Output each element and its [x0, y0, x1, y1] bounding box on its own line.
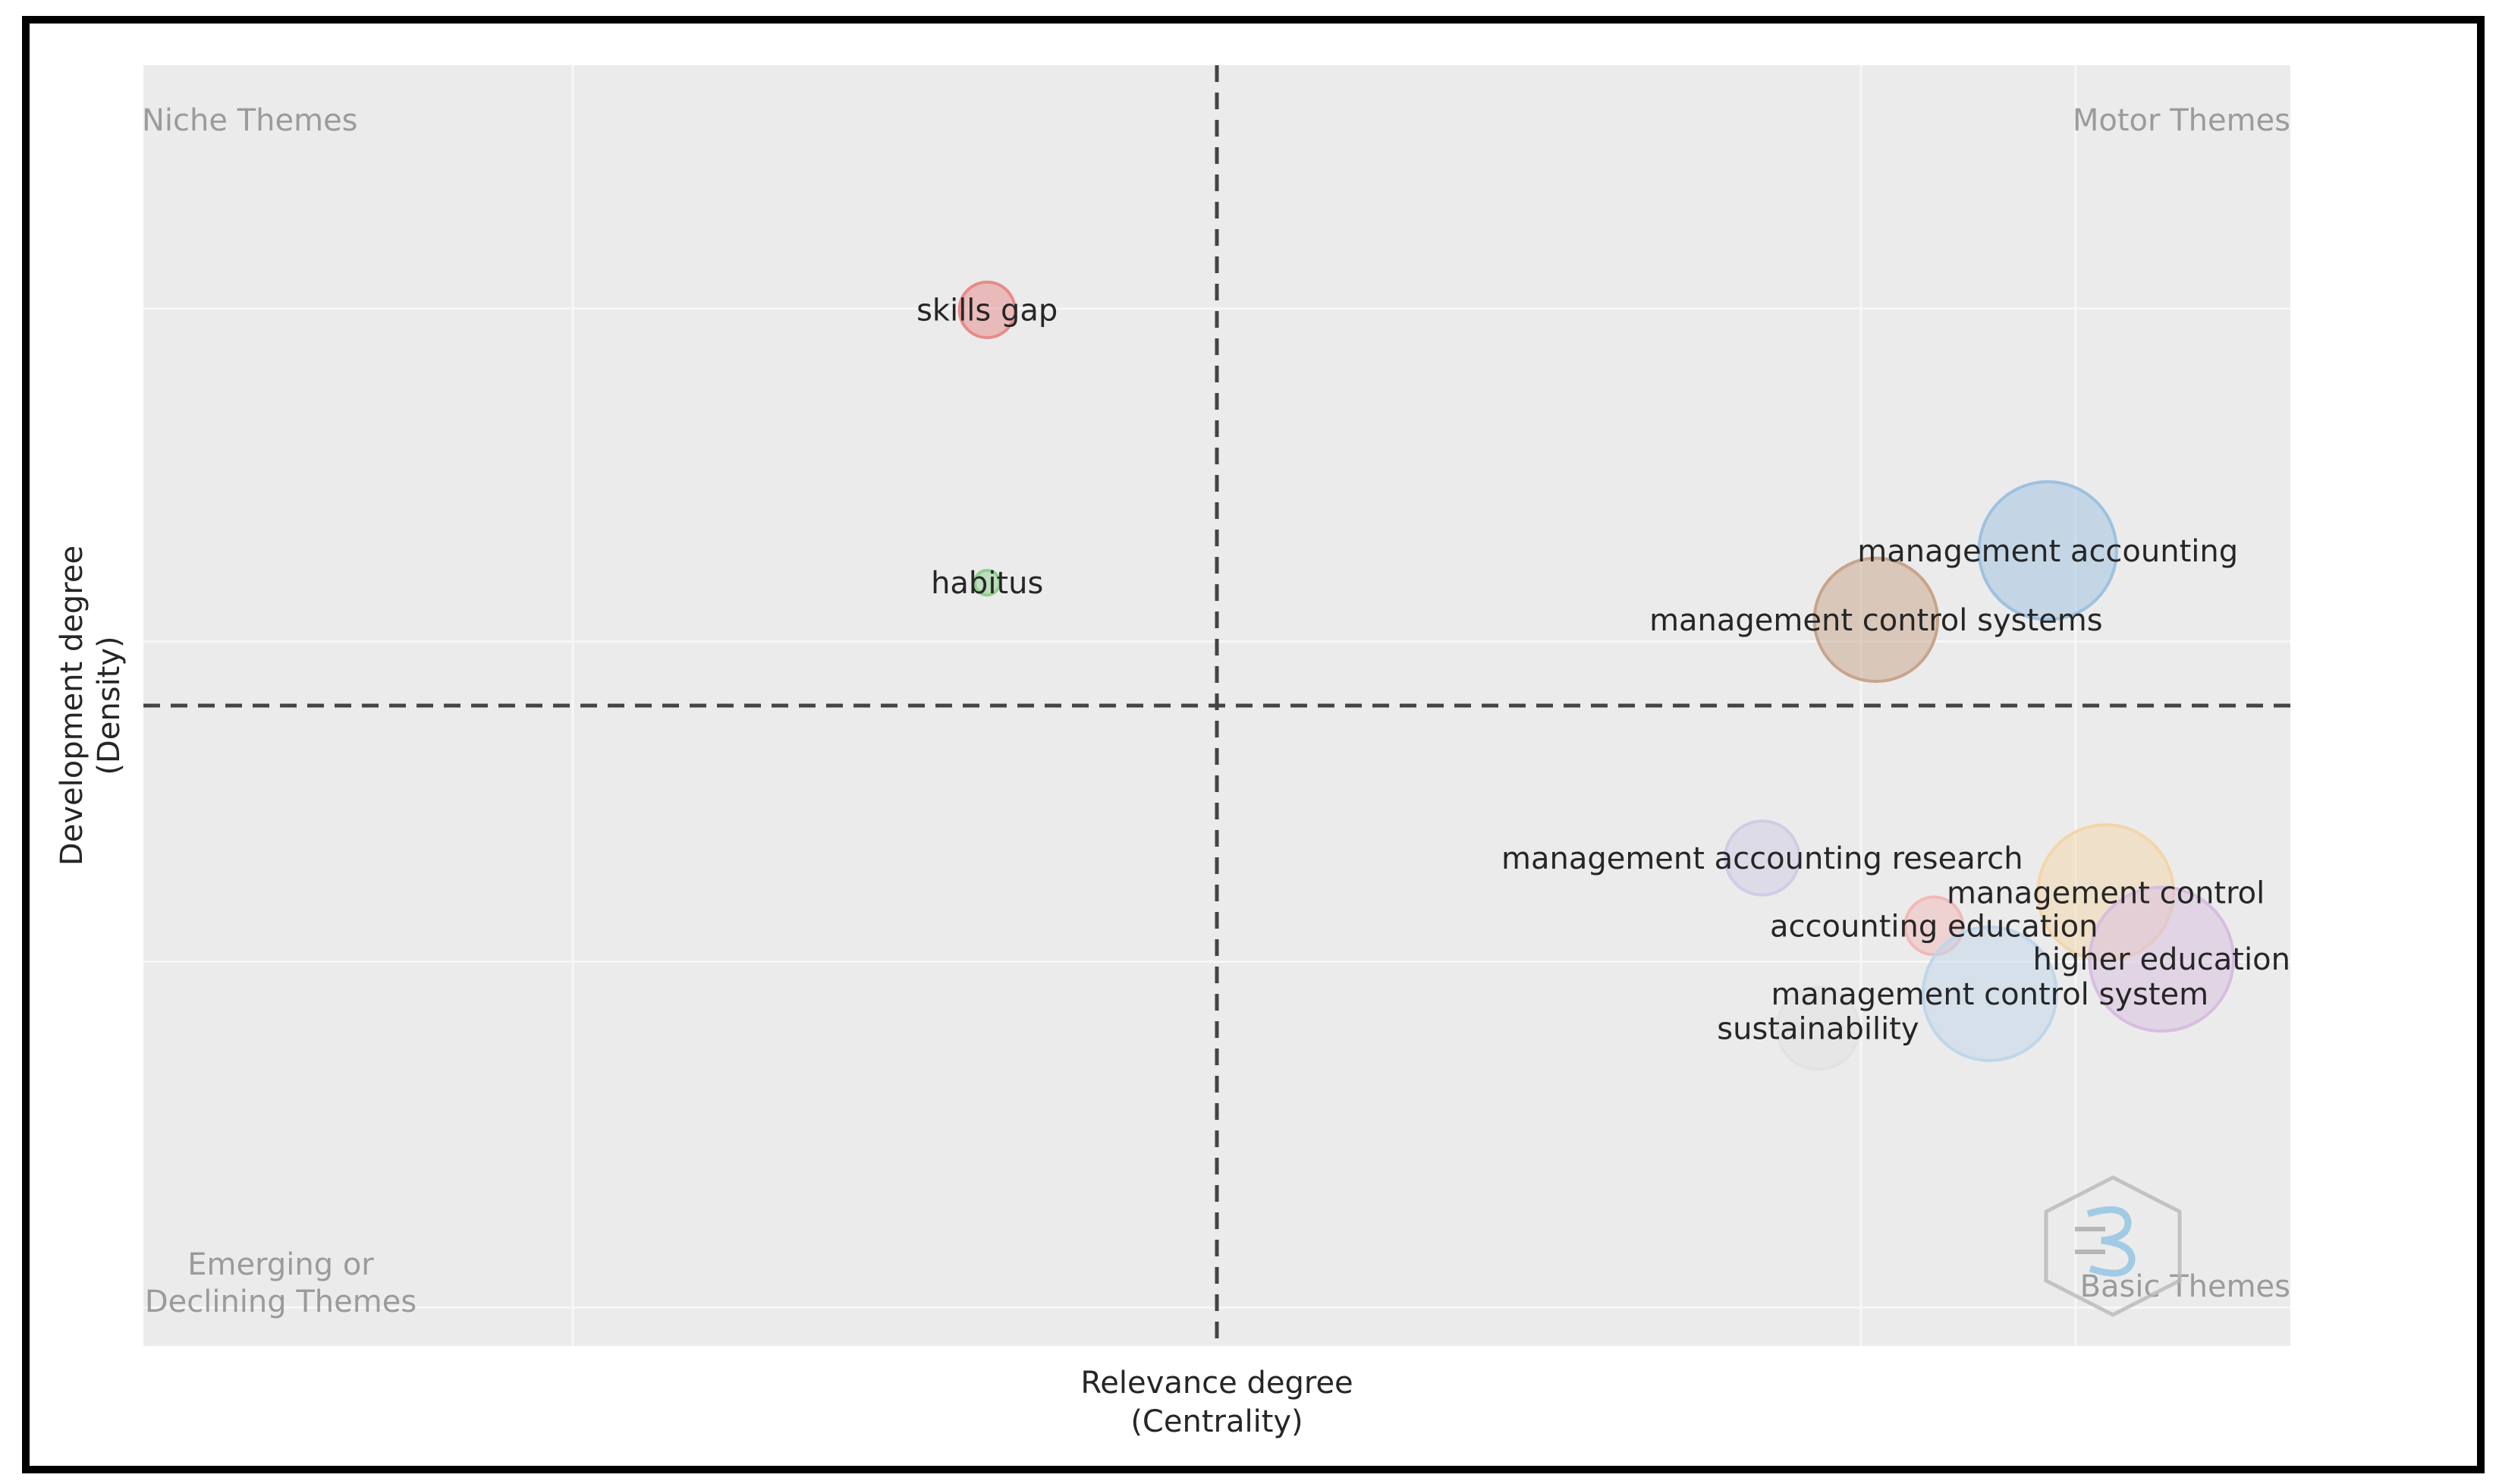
cluster-label: accounting education	[1770, 909, 2098, 944]
cluster-bubble-higher-education[interactable]	[2088, 885, 2235, 1033]
quadrant-label-emerging-line1: Emerging or	[187, 1247, 374, 1282]
cluster-label: management accounting	[1857, 534, 2238, 569]
cluster-bubble-habitus[interactable]	[973, 568, 1001, 597]
cluster-label: higher education	[2032, 942, 2290, 977]
cluster-label: management control	[1947, 876, 2265, 910]
cluster-label: management control system	[1771, 977, 2208, 1012]
x-axis-title-line2: (Centrality)	[1130, 1404, 1303, 1439]
cluster-bubble-skills-gap[interactable]	[957, 280, 1017, 339]
cluster-label: management control systems	[1649, 603, 2102, 638]
y-axis-title-line1: Development degree	[55, 545, 90, 866]
cluster-bubble-management-accounting[interactable]	[1977, 480, 2118, 621]
y-axis-title: Development degree (Density)	[55, 545, 127, 866]
quadrant-label-motor: Motor Themes	[2073, 103, 2290, 138]
cluster-label: sustainability	[1717, 1011, 1919, 1046]
cluster-label: skills gap	[916, 293, 1058, 328]
bubble-label-layer: skills gap habitus management accounting ma…	[916, 293, 2290, 1046]
cluster-label: management accounting research	[1501, 841, 2023, 876]
cluster-label: habitus	[931, 566, 1043, 601]
cluster-bubble-sustainability[interactable]	[1775, 986, 1861, 1071]
cluster-bubble-management-accounting-research[interactable]	[1724, 819, 1801, 897]
x-axis-title-line1: Relevance degree	[1080, 1366, 1353, 1401]
quadrant-label-niche: Niche Themes	[142, 103, 358, 138]
bubble-layer	[957, 280, 2235, 1071]
cluster-bubble-management-control-system[interactable]	[1921, 925, 2058, 1062]
quadrant-dividers	[143, 65, 2290, 1346]
bibliometrix-logo	[2044, 1175, 2182, 1317]
cluster-bubble-management-control-systems[interactable]	[1812, 556, 1940, 684]
y-axis-title-line2: (Density)	[92, 636, 127, 775]
quadrant-label-emerging-line2: Declining Themes	[145, 1284, 416, 1319]
